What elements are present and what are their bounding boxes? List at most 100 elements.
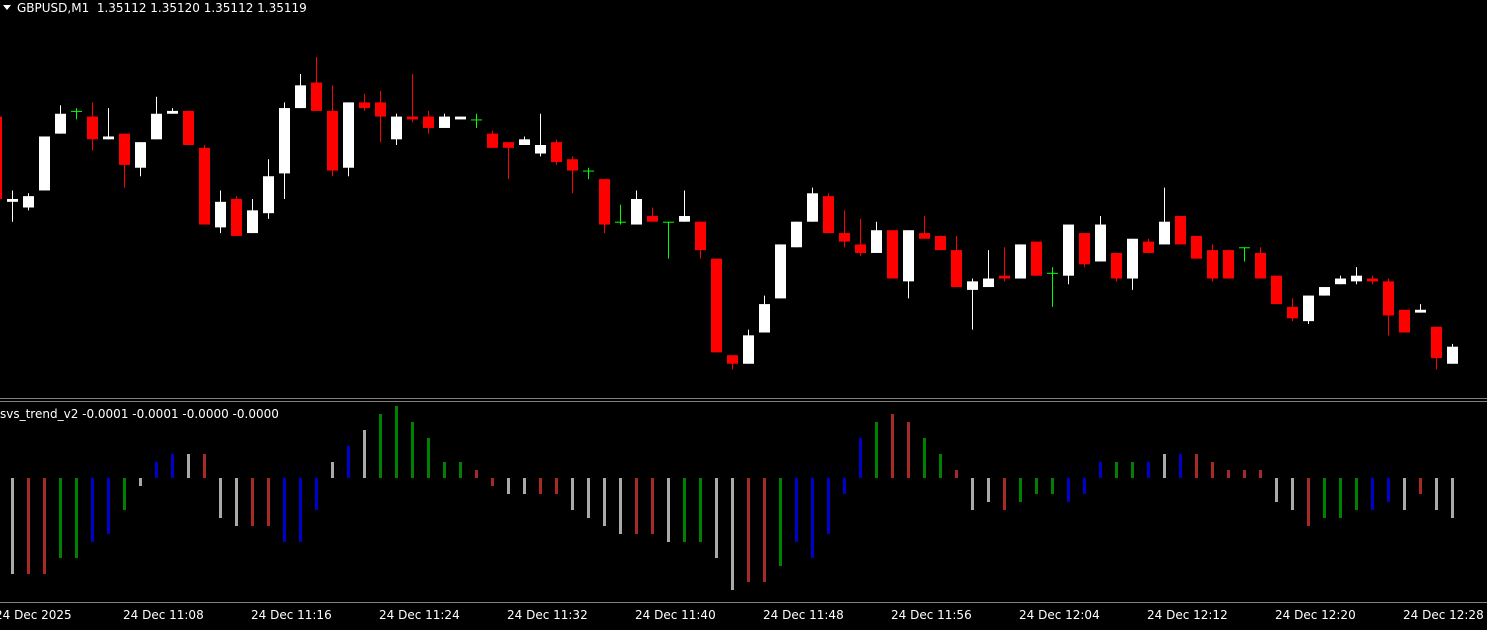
candle-body <box>583 170 594 172</box>
indicator-bar <box>843 478 846 494</box>
indicator-bar <box>1115 462 1118 478</box>
x-tick-label: 24 Dec 11:08 <box>123 608 204 622</box>
candle-body <box>215 201 226 228</box>
candle-body <box>743 335 754 364</box>
x-tick-label: 24 Dec 12:12 <box>1147 608 1228 622</box>
indicator-bar <box>187 454 190 478</box>
indicator-bar <box>1035 478 1038 494</box>
indicator-bar <box>363 430 366 478</box>
candle-body <box>279 108 290 174</box>
candle-body <box>231 198 242 236</box>
candle-body <box>1351 275 1362 282</box>
candle-body <box>903 230 914 282</box>
candle-body <box>1415 309 1426 313</box>
candle-body <box>39 136 50 191</box>
indicator-bar <box>75 478 78 558</box>
indicator-bar <box>1307 478 1310 526</box>
indicator-bar <box>475 470 478 478</box>
collapse-arrow[interactable] <box>3 5 11 10</box>
indicator-bar <box>1099 462 1102 478</box>
candle-body <box>1239 247 1250 249</box>
candle-body <box>0 116 2 199</box>
indicator-bar <box>395 406 398 478</box>
candle-body <box>599 179 610 225</box>
indicator-bar <box>1147 462 1150 478</box>
indicator-bar <box>1451 478 1454 518</box>
indicator-bar <box>1131 462 1134 478</box>
indicator-bar <box>459 462 462 478</box>
candle-body <box>471 119 482 121</box>
x-tick-label: 24 Dec 11:16 <box>251 608 332 622</box>
indicator-bar <box>139 478 142 486</box>
candle-body <box>647 216 658 222</box>
candle-body <box>1319 287 1330 296</box>
candle-body <box>887 230 898 279</box>
indicator-bar <box>1211 462 1214 478</box>
candle-body <box>615 221 626 223</box>
indicator-bar <box>331 462 334 478</box>
indicator-header: svs_trend_v2 -0.0001 -0.0001 -0.0000 -0.… <box>0 407 279 421</box>
candle-body <box>375 102 386 117</box>
candle-body <box>1127 238 1138 279</box>
indicator-bar <box>427 438 430 478</box>
indicator-bar <box>587 478 590 518</box>
indicator-bar <box>91 478 94 542</box>
indicator-bar <box>539 478 542 494</box>
candle-body <box>711 258 722 353</box>
indicator-bar <box>1339 478 1342 518</box>
indicator-bar <box>795 478 798 542</box>
x-tick-label: 24 Dec 12:04 <box>1019 608 1100 622</box>
indicator-bar <box>987 478 990 502</box>
indicator-bar <box>1163 454 1166 478</box>
candle-body <box>1015 244 1026 279</box>
candle-body <box>951 250 962 288</box>
candle-body <box>407 116 418 120</box>
indicator-bar <box>283 478 286 542</box>
candle-body <box>455 116 466 120</box>
x-tick-label: 24 Dec 11:56 <box>891 608 972 622</box>
indicator-bar <box>155 462 158 478</box>
indicator-bar <box>27 478 30 574</box>
indicator-bar <box>299 478 302 542</box>
candle-body <box>1047 272 1058 274</box>
candle-body <box>487 133 498 148</box>
candle-body <box>871 230 882 253</box>
indicator-bar <box>827 478 830 534</box>
candle-body <box>423 116 434 128</box>
candle-body <box>199 147 210 225</box>
indicator-bar <box>955 470 958 478</box>
indicator-bar <box>11 478 14 574</box>
indicator-bar <box>1387 478 1390 502</box>
candle-body <box>7 198 18 202</box>
indicator-bar <box>571 478 574 510</box>
indicator-bar <box>171 454 174 478</box>
candle-body <box>727 355 738 364</box>
indicator-bar <box>379 414 382 478</box>
indicator-bar <box>619 478 622 534</box>
indicator-bar <box>1227 470 1230 478</box>
candle-body <box>263 176 274 214</box>
candle-body <box>247 210 258 234</box>
indicator-bar <box>747 478 750 582</box>
indicator-bar <box>411 422 414 478</box>
indicator-bar <box>555 478 558 494</box>
indicator-bar <box>779 478 782 566</box>
candle-body <box>855 244 866 253</box>
candle-body <box>327 110 338 171</box>
candle-body <box>1255 252 1266 279</box>
indicator-bar <box>1355 478 1358 510</box>
indicator-bar <box>731 478 734 590</box>
candle-body <box>1143 241 1154 253</box>
candle-body <box>1111 252 1122 279</box>
indicator-bar <box>1419 478 1422 494</box>
indicator-bar <box>59 478 62 558</box>
candle-body <box>1367 278 1378 282</box>
indicator-bar <box>1019 478 1022 502</box>
candle-body <box>1063 224 1074 276</box>
indicator-bar <box>859 438 862 478</box>
candle-body <box>1303 295 1314 322</box>
indicator-bar <box>811 478 814 558</box>
candle-body <box>759 304 770 333</box>
